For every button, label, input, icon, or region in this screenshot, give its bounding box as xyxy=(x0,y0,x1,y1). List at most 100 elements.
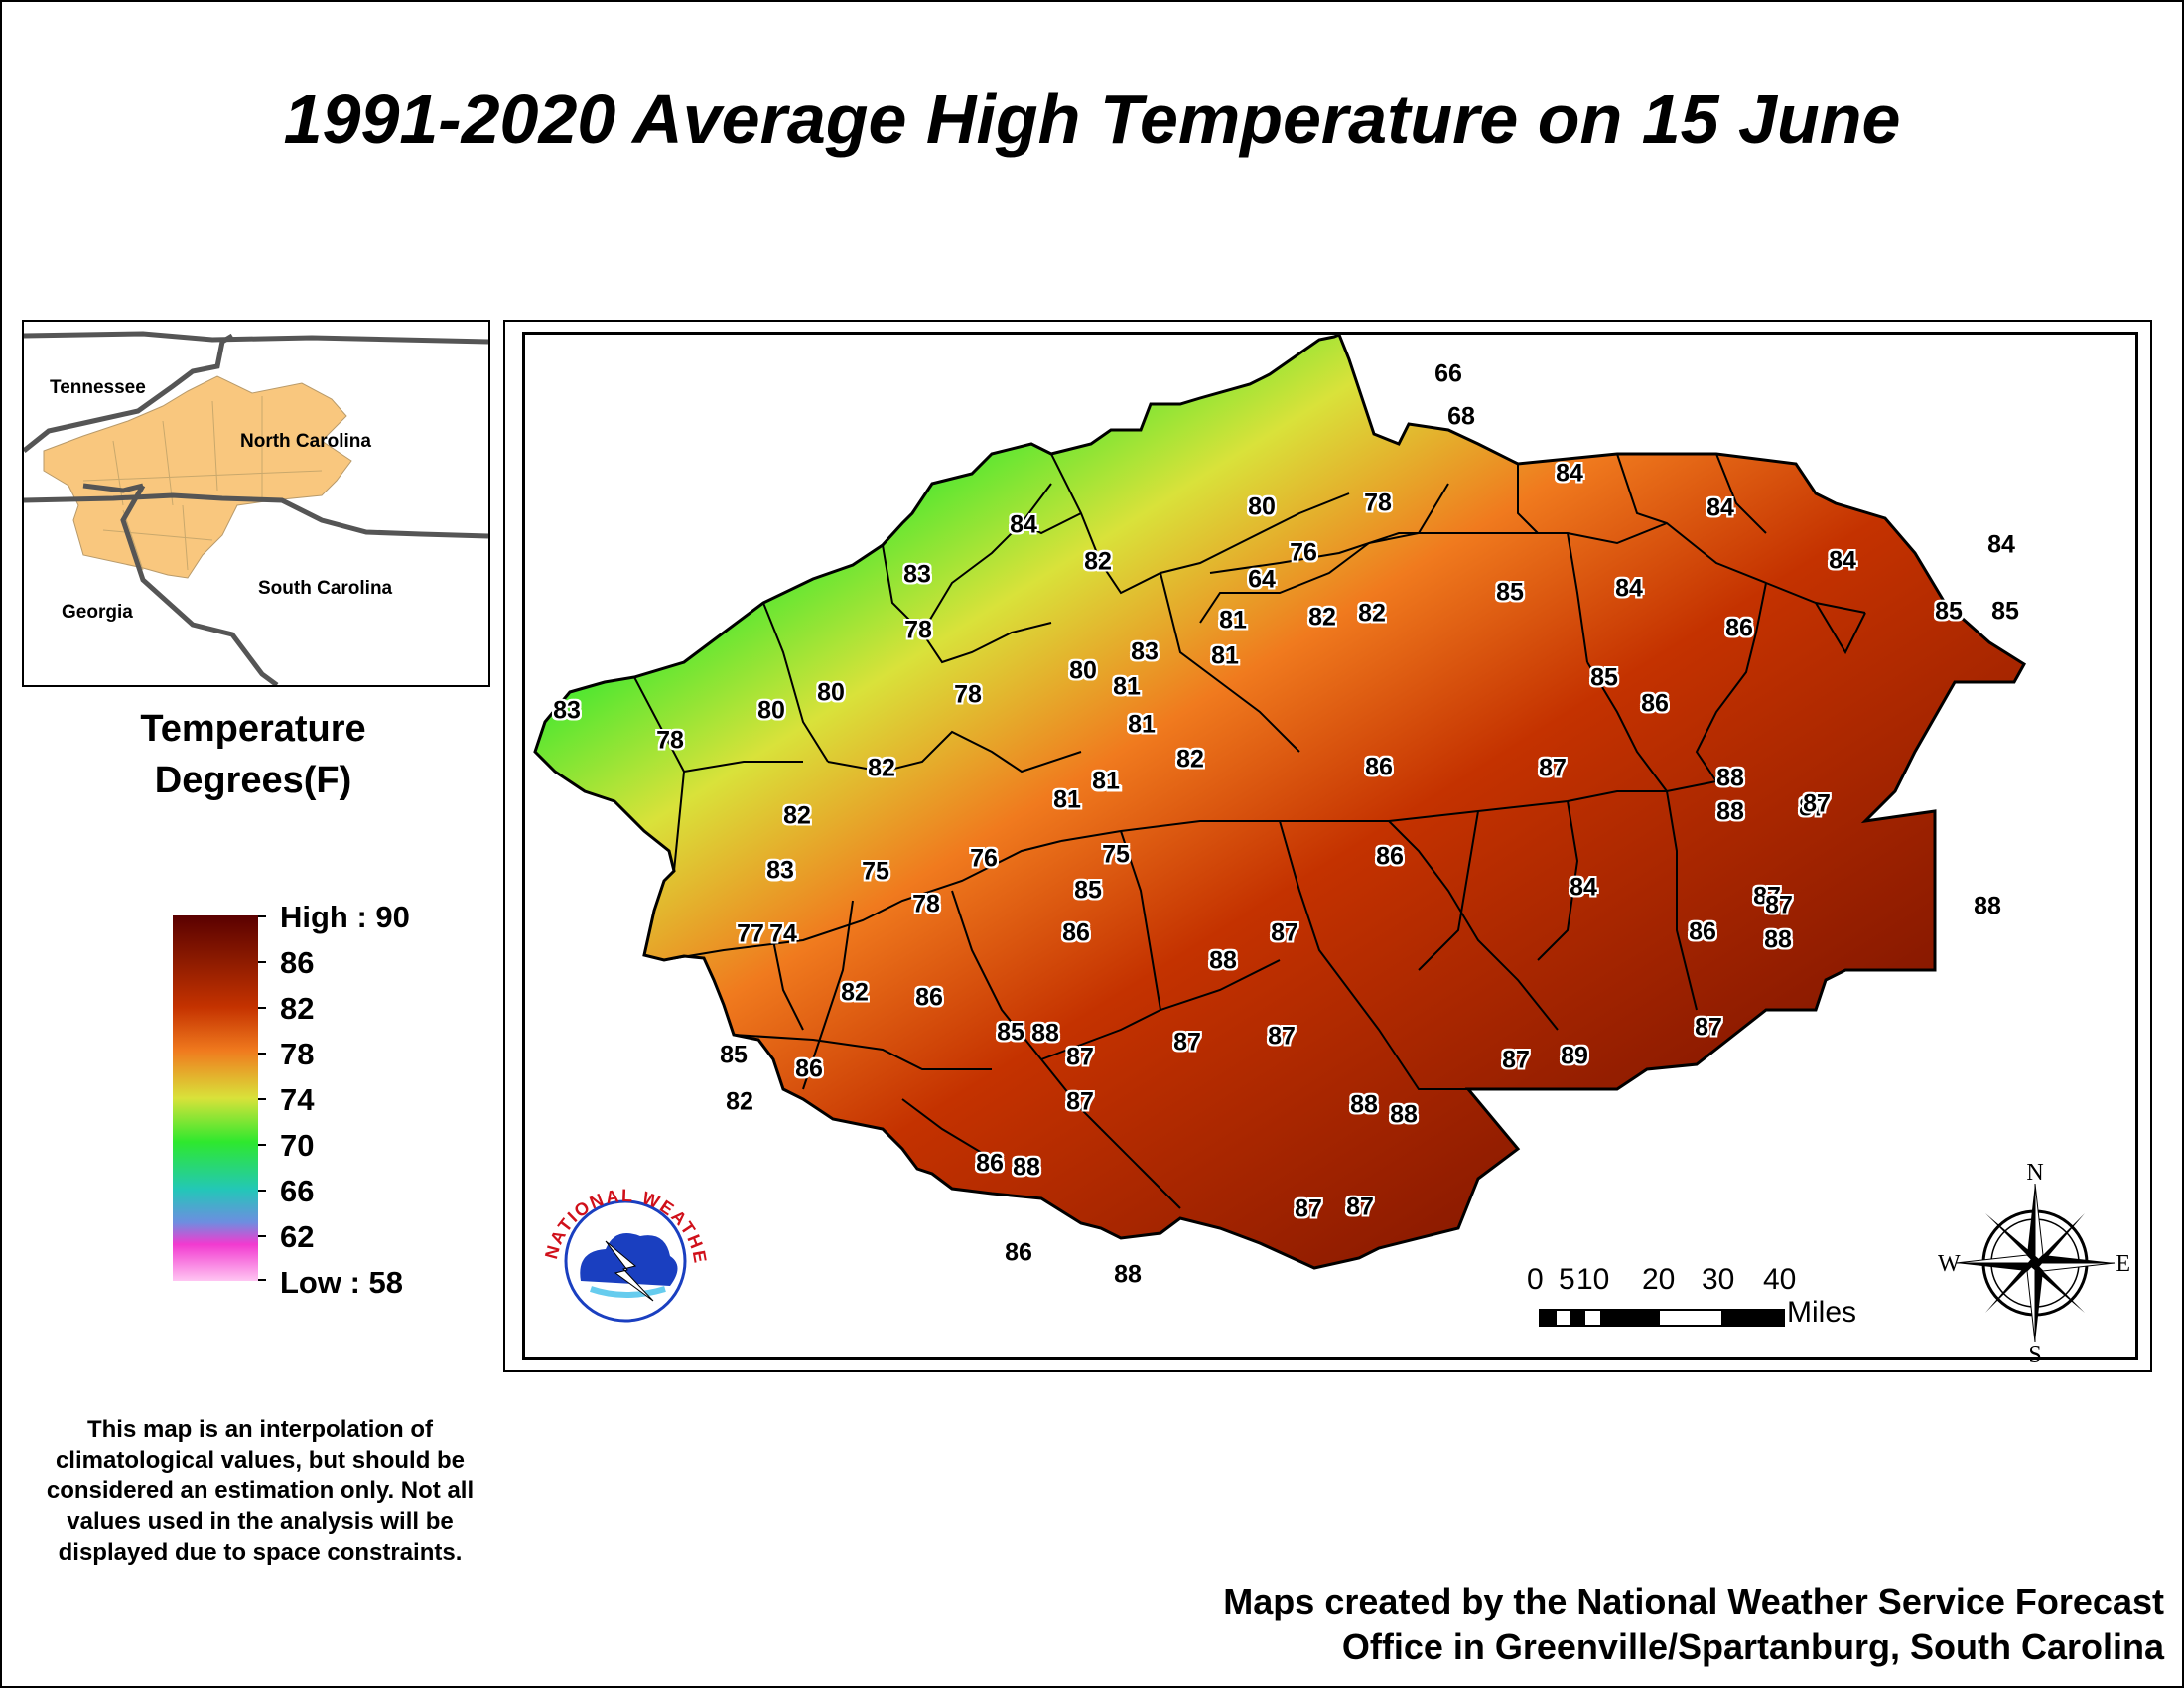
temp-value: 81 xyxy=(1128,710,1156,739)
legend-tick xyxy=(258,1053,266,1055)
temp-value: 82 xyxy=(868,754,895,782)
temp-value: 80 xyxy=(1069,656,1097,685)
temp-value: 84 xyxy=(1706,493,1734,522)
temp-value: 78 xyxy=(912,890,940,918)
temp-value: 83 xyxy=(767,857,795,886)
temp-value: 86 xyxy=(1365,753,1393,781)
temp-value: 83 xyxy=(1131,637,1159,666)
temp-value: 86 xyxy=(976,1149,1004,1178)
temp-value: 88 xyxy=(1209,946,1237,975)
legend-label: 70 xyxy=(280,1128,315,1163)
temp-value: 82 xyxy=(841,978,869,1007)
inset-shapes xyxy=(24,331,488,685)
temp-value: 78 xyxy=(656,726,684,755)
credit-line1: Maps created by the National Weather Ser… xyxy=(1223,1581,2164,1621)
legend-label: 62 xyxy=(280,1219,315,1254)
legend-tick xyxy=(258,1279,266,1281)
scale-segment xyxy=(1541,1311,1557,1325)
temp-value: 87 xyxy=(1346,1193,1374,1221)
temp-value: 88 xyxy=(1974,892,2001,920)
temp-value: 82 xyxy=(1358,599,1386,628)
scale-bar xyxy=(1539,1309,1785,1327)
temp-value: 81 xyxy=(1053,785,1081,814)
temp-value: 88 xyxy=(1716,764,1744,792)
temp-value: 80 xyxy=(1248,492,1276,521)
temp-value: 86 xyxy=(1641,689,1669,718)
temp-value: 74 xyxy=(769,919,797,948)
temp-value: 85 xyxy=(997,1018,1024,1047)
legend-label: 74 xyxy=(280,1082,315,1117)
temp-value: 76 xyxy=(1290,538,1317,567)
map-shapes xyxy=(533,335,2027,1270)
scale-number: 30 xyxy=(1702,1263,1735,1296)
county-boundaries xyxy=(633,453,1866,1209)
temp-value: 88 xyxy=(1390,1100,1418,1129)
map-title: 1991-2020 Average High Temperature on 15… xyxy=(283,80,1901,158)
temp-value: 78 xyxy=(954,680,982,709)
temp-value: 66 xyxy=(1434,359,1462,388)
scale-segment xyxy=(1721,1311,1783,1325)
main-map: 75 66 68 84 84 84 84 78 80 76 64 84 82 8… xyxy=(522,332,2138,1360)
scale-number: 5 xyxy=(1559,1263,1575,1296)
temp-value: 88 xyxy=(1013,1153,1040,1182)
temp-value: 64 xyxy=(1248,565,1276,594)
temp-value: 76 xyxy=(970,844,998,873)
temp-value: 82 xyxy=(1308,603,1336,632)
temp-value: 87 xyxy=(1695,1013,1722,1042)
temp-value: 86 xyxy=(1005,1238,1032,1267)
temp-value: 85 xyxy=(1935,597,1963,626)
nws-logo-graphic: NATIONAL WEATHER SERVICE xyxy=(529,1156,709,1323)
legend-label: 66 xyxy=(280,1174,315,1208)
legend-tick xyxy=(258,1144,266,1146)
temp-value: 86 xyxy=(795,1055,823,1083)
inset-region xyxy=(43,375,352,579)
temp-value: 86 xyxy=(1725,614,1753,642)
scale-number: 0 xyxy=(1527,1263,1544,1296)
legend-title-line2: Degrees(F) xyxy=(154,760,352,801)
temp-value: 87 xyxy=(1502,1046,1530,1074)
temp-value: 84 xyxy=(1987,530,2015,559)
legend-tick xyxy=(258,961,266,963)
temp-value: 87 xyxy=(1066,1087,1094,1116)
compass-north: N xyxy=(2026,1164,2043,1186)
temp-value: 87 xyxy=(1803,789,1831,818)
compass-east: E xyxy=(2116,1251,2130,1277)
temp-value: 83 xyxy=(553,696,581,725)
legend-label: 78 xyxy=(280,1037,315,1071)
temp-value: 84 xyxy=(1829,546,1856,575)
temp-value: 84 xyxy=(1010,510,1037,539)
scale-number: 40 xyxy=(1763,1263,1797,1296)
temp-value: 75 xyxy=(1102,840,1130,869)
legend-tick xyxy=(258,1235,266,1237)
legend-title: Temperature Degrees(F) xyxy=(40,703,467,806)
scale-number: 20 xyxy=(1642,1263,1676,1296)
legend-tick xyxy=(258,1098,266,1100)
temp-value: 80 xyxy=(817,678,845,707)
temp-value: 82 xyxy=(726,1087,753,1116)
temp-value: 80 xyxy=(757,696,785,725)
temp-value: 84 xyxy=(1556,459,1583,488)
scale-segment xyxy=(1600,1311,1660,1325)
scale-unit: Miles xyxy=(1787,1296,1857,1329)
temp-value: 88 xyxy=(1716,797,1744,826)
temp-value: 85 xyxy=(1074,876,1102,905)
temp-value: 83 xyxy=(766,856,794,885)
compass-icon: N S E W xyxy=(1938,1160,2130,1368)
temp-value: 85 xyxy=(720,1041,748,1069)
temp-value: 89 xyxy=(1561,1042,1588,1070)
compass-rose: N S E W xyxy=(1936,1160,2134,1368)
temp-value: 82 xyxy=(1084,547,1112,576)
temp-value: 88 xyxy=(1350,1090,1378,1119)
temp-value: 87 xyxy=(1799,793,1827,822)
legend-label-high: High : 90 xyxy=(280,900,410,934)
temp-value: 87 xyxy=(1066,1043,1094,1071)
temp-value: 86 xyxy=(1689,917,1716,946)
temp-value: 85 xyxy=(1590,663,1618,692)
credit-text: Maps created by the National Weather Ser… xyxy=(1092,1579,2164,1670)
legend-color-ramp xyxy=(173,915,258,1281)
legend-tick xyxy=(258,1190,266,1192)
temp-value: 86 xyxy=(1376,842,1404,871)
temp-value: 87 xyxy=(1765,891,1793,919)
temp-value: 88 xyxy=(1764,925,1792,954)
